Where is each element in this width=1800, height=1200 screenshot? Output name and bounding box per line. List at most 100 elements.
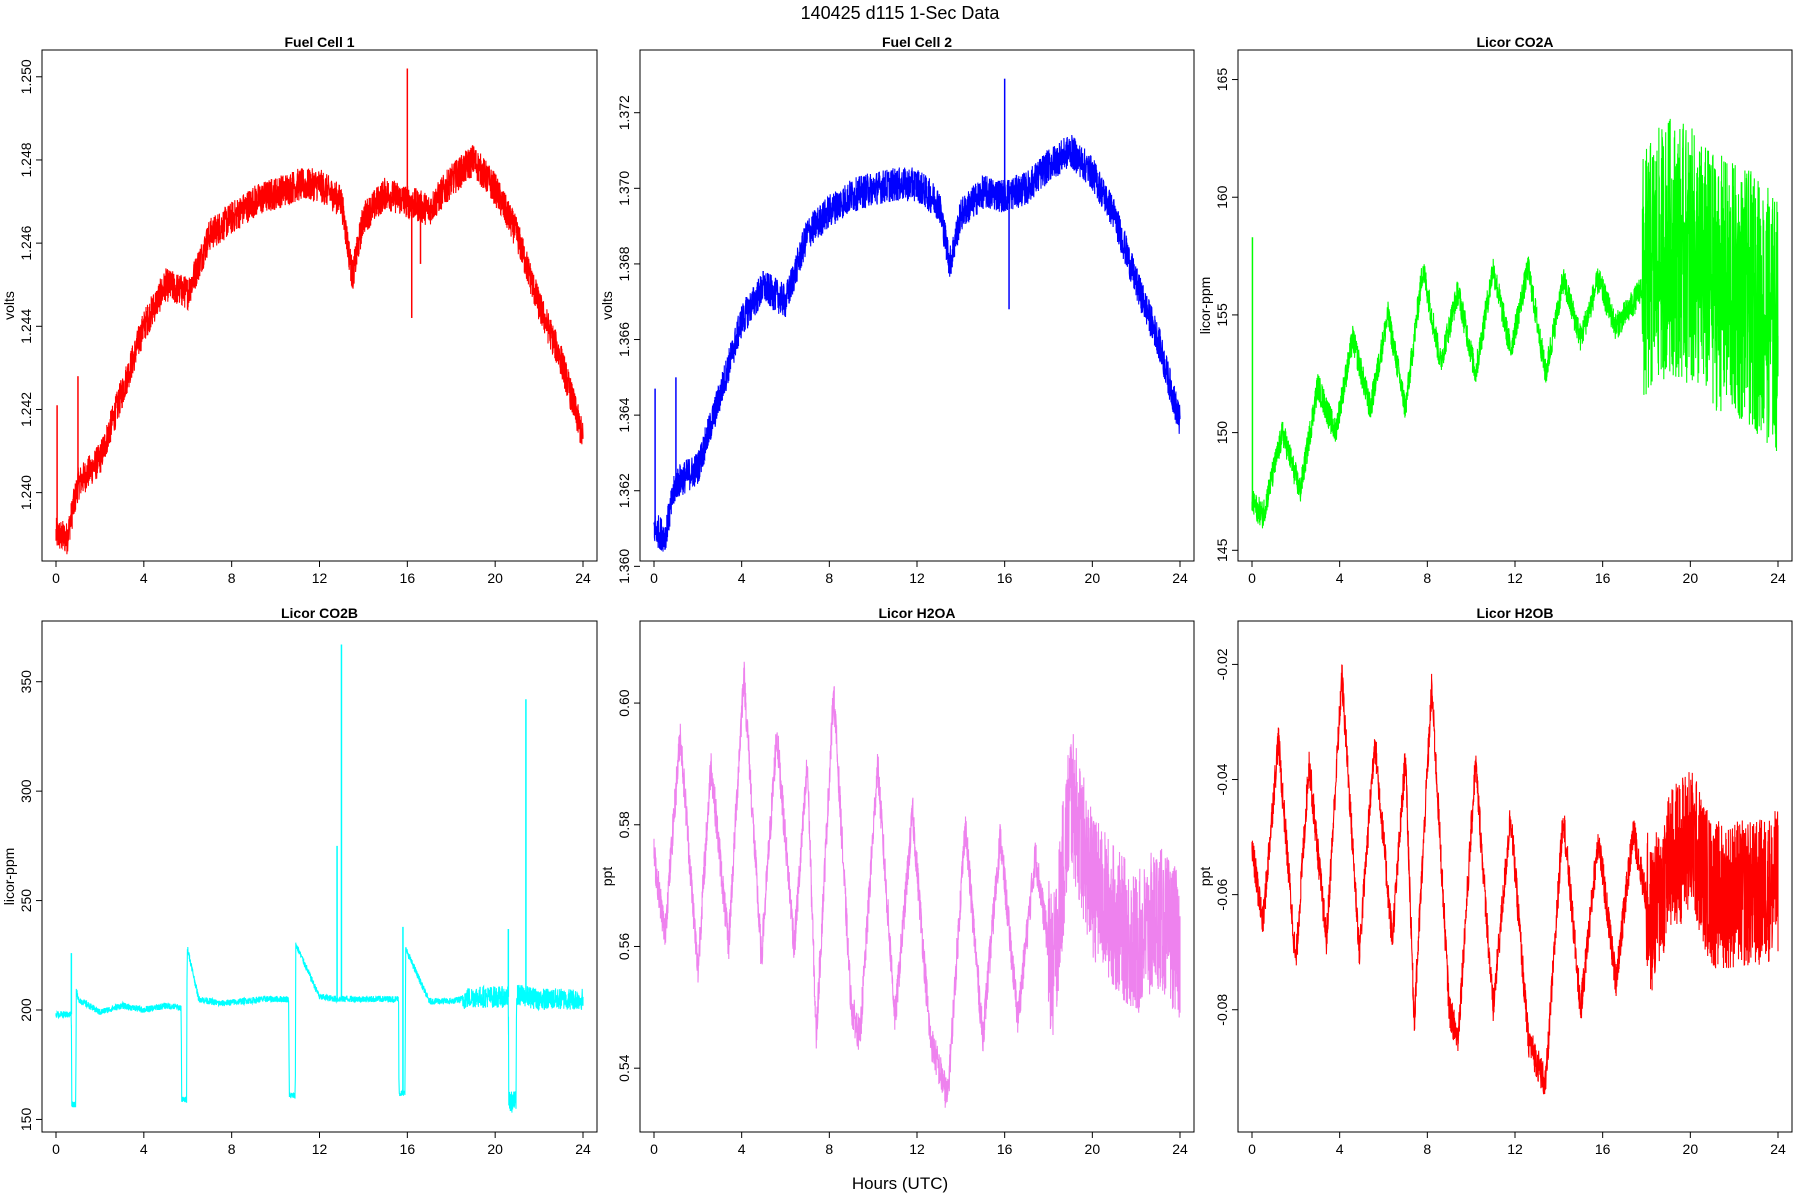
x-tick-label: 24 <box>575 1141 591 1157</box>
y-tick-label: 1.244 <box>18 309 34 344</box>
panel-3: Licor CO2A licor-ppm 0 4 8 12 16 20 24 145 150 155 1… <box>1197 34 1793 586</box>
x-tick-label: 8 <box>825 570 833 586</box>
series-line <box>653 661 1181 1108</box>
x-tick-label: 4 <box>738 1141 746 1157</box>
x-tick-label: 20 <box>1683 1141 1699 1157</box>
y-tick-label: 1.364 <box>616 397 632 432</box>
y-tick-label: 1.240 <box>18 475 34 510</box>
x-tick-label: 12 <box>312 570 328 586</box>
y-tick-label: 165 <box>1214 68 1230 92</box>
x-tick-label: 20 <box>487 1141 503 1157</box>
x-tick-label: 20 <box>1085 1141 1101 1157</box>
y-tick-label: 155 <box>1214 303 1230 327</box>
x-tick-label: 0 <box>1248 570 1256 586</box>
plot-frame <box>41 620 598 1133</box>
x-tick-label: 24 <box>1770 1141 1786 1157</box>
x-tick-label: 12 <box>1507 1141 1523 1157</box>
panel-4: Licor CO2B licor-ppm 0 4 8 12 16 20 24 150 200 250 3… <box>1 605 598 1157</box>
panel-title: Fuel Cell 2 <box>882 34 952 50</box>
y-tick-label: -0.02 <box>1214 648 1230 680</box>
y-tick-label: 0.60 <box>616 689 632 716</box>
x-tick-label: 20 <box>1085 570 1101 586</box>
y-tick-label: 1.370 <box>616 171 632 206</box>
y-tick-label: 1.250 <box>18 59 34 94</box>
y-tick-label: 1.248 <box>18 142 34 177</box>
y-axis-label: ppt <box>1197 867 1213 887</box>
y-tick-label: 1.366 <box>616 322 632 357</box>
series-line <box>653 134 1181 552</box>
series-line <box>1251 664 1779 1095</box>
panel-2: Fuel Cell 2 volts 0 4 8 12 16 20 24 1.360 1.362 1.3… <box>599 34 1195 586</box>
panel-5: Licor H2OA ppt 0 4 8 12 16 20 24 0.54 0.56 0.58 0.60 <box>599 605 1195 1157</box>
y-tick-label: -0.08 <box>1214 994 1230 1026</box>
y-tick-label: 1.372 <box>616 95 632 130</box>
x-tick-label: 4 <box>140 570 148 586</box>
x-tick-label: 16 <box>400 1141 416 1157</box>
y-tick-label: 200 <box>18 998 34 1022</box>
x-tick-label: 8 <box>228 1141 236 1157</box>
y-tick-label: 160 <box>1214 185 1230 209</box>
series-line <box>1251 118 1779 529</box>
x-tick-label: 24 <box>1172 1141 1188 1157</box>
x-tick-label: 8 <box>1423 1141 1431 1157</box>
y-tick-label: 0.54 <box>616 1054 632 1081</box>
figure-xlabel: Hours (UTC) <box>852 1174 948 1193</box>
panel-title: Licor H2OA <box>878 605 955 621</box>
panel-1: Fuel Cell 1 volts 0 4 8 12 16 20 24 1.240 1.242 1.2… <box>1 34 598 586</box>
x-tick-label: 16 <box>1595 570 1611 586</box>
panel-title: Licor CO2A <box>1476 34 1553 50</box>
y-axis-label: licor-ppm <box>1197 277 1213 335</box>
panel-title: Licor CO2B <box>281 605 358 621</box>
x-tick-label: 12 <box>312 1141 328 1157</box>
series-line <box>55 145 584 555</box>
y-axis-label: licor-ppm <box>1 848 17 906</box>
x-tick-label: 24 <box>1770 570 1786 586</box>
x-tick-label: 24 <box>575 570 591 586</box>
x-tick-label: 12 <box>1507 570 1523 586</box>
y-tick-label: 145 <box>1214 538 1230 562</box>
y-axis-label: volts <box>1 291 17 320</box>
y-tick-label: -0.04 <box>1214 763 1230 795</box>
x-tick-label: 8 <box>1423 570 1431 586</box>
panel-title: Fuel Cell 1 <box>284 34 354 50</box>
y-axis-label: volts <box>599 291 615 320</box>
x-tick-label: 20 <box>1683 570 1699 586</box>
x-tick-label: 4 <box>738 570 746 586</box>
plot-frame <box>639 49 1195 562</box>
x-tick-label: 4 <box>140 1141 148 1157</box>
x-tick-label: 16 <box>997 570 1013 586</box>
y-tick-label: 0.58 <box>616 811 632 838</box>
y-tick-label: 250 <box>18 889 34 913</box>
x-tick-label: 12 <box>909 570 925 586</box>
x-tick-label: 12 <box>909 1141 925 1157</box>
x-tick-label: 4 <box>1336 570 1344 586</box>
x-tick-label: 16 <box>1595 1141 1611 1157</box>
y-tick-label: -0.06 <box>1214 878 1230 910</box>
y-tick-label: 150 <box>18 1108 34 1132</box>
y-tick-label: 300 <box>18 779 34 803</box>
figure-title: 140425 d115 1-Sec Data <box>801 3 1001 23</box>
panel-6: Licor H2OB ppt 0 4 8 12 16 20 24 -0.08 -0.06 -0.04 -… <box>1197 605 1793 1157</box>
panel-title: Licor H2OB <box>1476 605 1553 621</box>
y-tick-label: 1.362 <box>616 473 632 508</box>
y-tick-label: 1.242 <box>18 392 34 427</box>
x-tick-label: 0 <box>1248 1141 1256 1157</box>
y-tick-label: 150 <box>1214 421 1230 445</box>
x-tick-label: 8 <box>228 570 236 586</box>
x-tick-label: 0 <box>52 570 60 586</box>
y-tick-label: 350 <box>18 670 34 694</box>
x-tick-label: 0 <box>650 570 658 586</box>
x-tick-label: 0 <box>650 1141 658 1157</box>
x-tick-label: 0 <box>52 1141 60 1157</box>
plot-frame <box>41 49 598 562</box>
series-line <box>55 942 584 1113</box>
x-tick-label: 24 <box>1172 570 1188 586</box>
x-tick-label: 4 <box>1336 1141 1344 1157</box>
x-tick-label: 8 <box>825 1141 833 1157</box>
x-tick-label: 16 <box>997 1141 1013 1157</box>
panels-group: Fuel Cell 1 volts 0 4 8 12 16 20 24 1.240 1.242 1.2… <box>1 34 1793 1157</box>
x-tick-label: 16 <box>400 570 416 586</box>
x-tick-label: 20 <box>487 570 503 586</box>
y-axis-label: ppt <box>599 867 615 887</box>
